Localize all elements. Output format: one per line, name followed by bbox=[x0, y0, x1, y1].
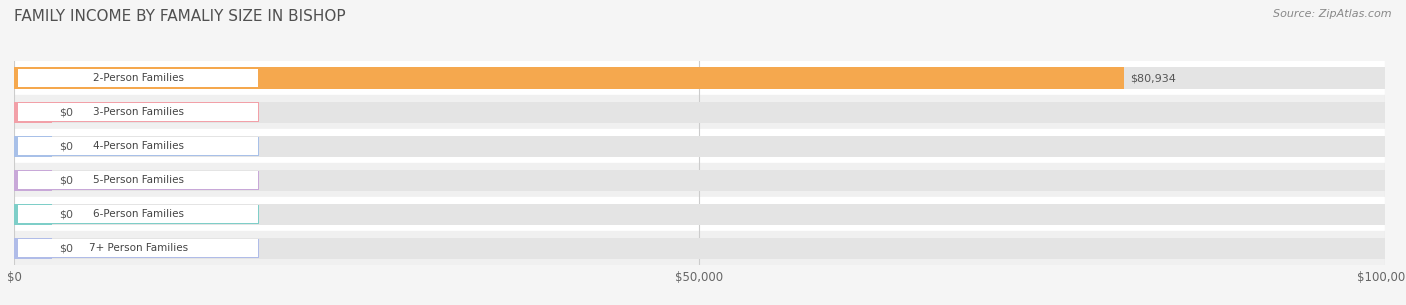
Bar bbox=[18, 205, 259, 223]
Bar bbox=[14, 231, 1385, 265]
Text: 6-Person Families: 6-Person Families bbox=[93, 209, 184, 219]
Text: $0: $0 bbox=[59, 175, 73, 185]
Bar bbox=[18, 103, 259, 121]
Text: $80,934: $80,934 bbox=[1130, 73, 1177, 83]
Bar bbox=[18, 239, 259, 257]
Text: $0: $0 bbox=[59, 243, 73, 253]
Bar bbox=[17, 239, 260, 258]
Bar bbox=[17, 170, 260, 190]
Bar bbox=[18, 137, 259, 155]
Bar bbox=[18, 103, 259, 121]
Text: Source: ZipAtlas.com: Source: ZipAtlas.com bbox=[1274, 9, 1392, 19]
Bar bbox=[14, 67, 1385, 88]
Bar bbox=[14, 204, 1385, 225]
Bar bbox=[14, 197, 1385, 231]
Bar bbox=[17, 102, 260, 122]
Bar bbox=[17, 205, 260, 224]
Text: 5-Person Families: 5-Person Families bbox=[93, 175, 184, 185]
Bar bbox=[14, 170, 52, 191]
Bar bbox=[14, 238, 52, 259]
Bar bbox=[14, 67, 1123, 88]
Bar bbox=[14, 136, 52, 157]
Text: 4-Person Families: 4-Person Families bbox=[93, 141, 184, 151]
Text: $0: $0 bbox=[59, 209, 73, 219]
Bar bbox=[17, 137, 260, 156]
Text: FAMILY INCOME BY FAMALIY SIZE IN BISHOP: FAMILY INCOME BY FAMALIY SIZE IN BISHOP bbox=[14, 9, 346, 24]
Bar bbox=[14, 238, 1385, 259]
Bar bbox=[14, 61, 1385, 95]
Bar bbox=[18, 69, 259, 87]
Bar bbox=[18, 205, 259, 223]
Bar bbox=[14, 204, 52, 225]
Bar bbox=[14, 163, 1385, 197]
Bar bbox=[14, 95, 1385, 129]
Bar bbox=[14, 129, 1385, 163]
Bar bbox=[18, 171, 259, 189]
Text: 7+ Person Families: 7+ Person Families bbox=[89, 243, 187, 253]
Bar bbox=[18, 239, 259, 257]
Text: $0: $0 bbox=[59, 107, 73, 117]
Bar bbox=[18, 171, 259, 189]
Bar bbox=[14, 102, 52, 123]
Text: $0: $0 bbox=[59, 141, 73, 151]
Bar bbox=[14, 136, 1385, 157]
Text: 2-Person Families: 2-Person Families bbox=[93, 73, 184, 83]
Bar bbox=[17, 68, 260, 88]
Bar bbox=[18, 69, 259, 87]
Bar bbox=[14, 102, 1385, 123]
Bar bbox=[14, 170, 1385, 191]
Bar bbox=[18, 137, 259, 155]
Text: 3-Person Families: 3-Person Families bbox=[93, 107, 184, 117]
